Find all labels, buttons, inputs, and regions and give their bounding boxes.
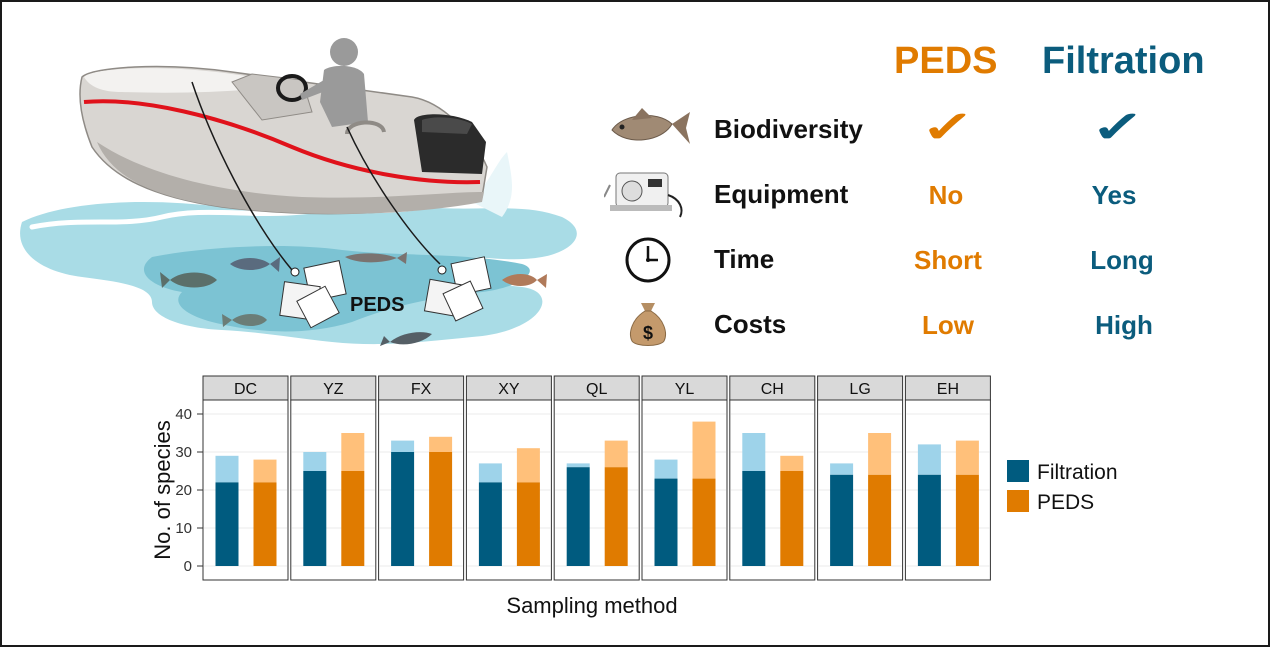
row-label-biodiversity: Biodiversity bbox=[714, 114, 863, 144]
biodiversity-filtration-check-icon: ✓ bbox=[1090, 103, 1146, 152]
facet-label-eh: EH bbox=[937, 381, 959, 398]
boat-illustration: PEDS bbox=[20, 38, 577, 346]
legend-swatch-peds bbox=[1007, 490, 1029, 512]
facet-label-dc: DC bbox=[234, 381, 257, 398]
bar-filtration-upper-ql bbox=[566, 463, 590, 468]
bar-filtration-upper-yz bbox=[303, 452, 327, 471]
bar-peds-lower-dc bbox=[253, 482, 277, 566]
bar-peds-upper-ch bbox=[780, 455, 804, 471]
facet-strip-ch bbox=[729, 375, 816, 401]
bar-peds-upper-fx bbox=[429, 436, 453, 452]
facet-strip-eh bbox=[904, 375, 991, 401]
equipment-filtration-value: Yes bbox=[1091, 180, 1137, 210]
y-tick-label: 30 bbox=[175, 444, 192, 461]
boat-icon bbox=[79, 38, 488, 215]
bar-filtration-lower-xy bbox=[478, 482, 502, 566]
facet-label-yl: YL bbox=[675, 381, 695, 398]
fish-icon bbox=[611, 108, 690, 144]
facet-strip-lg bbox=[817, 375, 904, 401]
bar-filtration-upper-lg bbox=[830, 463, 854, 475]
y-tick-label: 20 bbox=[175, 482, 192, 499]
column-header-peds: PEDS bbox=[894, 40, 998, 82]
peds-label: PEDS bbox=[350, 294, 404, 316]
column-header-filtration: Filtration bbox=[1042, 40, 1205, 82]
bar-peds-upper-dc bbox=[253, 459, 277, 483]
facet-label-xy: XY bbox=[498, 381, 520, 398]
time-filtration-value: Long bbox=[1090, 245, 1154, 275]
bar-peds-lower-yz bbox=[341, 471, 365, 566]
legend-swatch-filtration bbox=[1007, 460, 1029, 482]
bar-peds-lower-xy bbox=[516, 482, 540, 566]
bar-filtration-upper-ch bbox=[742, 433, 766, 471]
bar-peds-lower-lg bbox=[868, 474, 892, 566]
clock-icon bbox=[625, 237, 671, 283]
facet-label-yz: YZ bbox=[323, 381, 344, 398]
facet-strip-ql bbox=[553, 375, 640, 401]
peds-sampler-left bbox=[279, 260, 347, 329]
bar-filtration-upper-eh bbox=[917, 444, 941, 475]
row-label-equipment: Equipment bbox=[714, 179, 849, 209]
bar-peds-upper-yz bbox=[341, 433, 365, 471]
bar-filtration-lower-fx bbox=[391, 452, 415, 566]
biodiversity-peds-check-icon: ✓ bbox=[920, 103, 976, 152]
bar-filtration-upper-xy bbox=[478, 463, 502, 483]
y-tick-label: 10 bbox=[175, 520, 192, 537]
bar-peds-lower-eh bbox=[955, 474, 979, 566]
bar-filtration-lower-ch bbox=[742, 471, 766, 566]
bar-filtration-upper-fx bbox=[391, 440, 415, 452]
costs-peds-value: Low bbox=[922, 310, 974, 340]
bar-filtration-lower-yz bbox=[303, 471, 327, 566]
facet-label-ql: QL bbox=[586, 381, 607, 398]
y-tick-label: 40 bbox=[175, 406, 192, 423]
y-tick-label: 0 bbox=[184, 558, 192, 575]
facet-strip-yz bbox=[290, 375, 377, 401]
bar-peds-lower-ch bbox=[780, 471, 804, 566]
bar-filtration-lower-dc bbox=[215, 482, 239, 566]
legend-label-filtration: Filtration bbox=[1037, 461, 1118, 484]
bar-peds-upper-lg bbox=[868, 433, 892, 475]
bar-peds-upper-yl bbox=[692, 421, 716, 479]
bar-peds-lower-ql bbox=[604, 467, 628, 566]
money-bag-icon: $ bbox=[630, 303, 666, 346]
y-axis-label: No. of species bbox=[150, 420, 175, 559]
facet-strip-xy bbox=[465, 375, 552, 401]
row-label-costs: Costs bbox=[714, 309, 787, 339]
facet-label-lg: LG bbox=[849, 381, 870, 398]
bar-peds-lower-yl bbox=[692, 478, 716, 566]
fish-icon bbox=[160, 252, 547, 346]
x-axis-label: Sampling method bbox=[506, 593, 677, 618]
bar-filtration-lower-ql bbox=[566, 467, 590, 566]
facet-label-ch: CH bbox=[761, 381, 784, 398]
bar-filtration-upper-yl bbox=[654, 459, 678, 479]
bar-filtration-upper-dc bbox=[215, 455, 239, 483]
time-peds-value: Short bbox=[914, 245, 982, 275]
facet-label-fx: FX bbox=[411, 381, 432, 398]
svg-text:$: $ bbox=[643, 323, 653, 343]
bar-filtration-lower-eh bbox=[917, 474, 941, 566]
bar-filtration-lower-lg bbox=[830, 474, 854, 566]
pump-icon bbox=[604, 172, 683, 218]
legend-label-peds: PEDS bbox=[1037, 491, 1094, 514]
bar-peds-upper-ql bbox=[604, 440, 628, 468]
bar-filtration-lower-yl bbox=[654, 478, 678, 566]
costs-filtration-value: High bbox=[1095, 310, 1153, 340]
equipment-peds-value: No bbox=[928, 180, 964, 210]
row-label-time: Time bbox=[714, 244, 775, 274]
peds-sampler-right bbox=[423, 256, 492, 322]
bar-peds-upper-xy bbox=[516, 448, 540, 483]
bar-peds-upper-eh bbox=[955, 440, 979, 475]
bar-peds-lower-fx bbox=[429, 452, 453, 566]
